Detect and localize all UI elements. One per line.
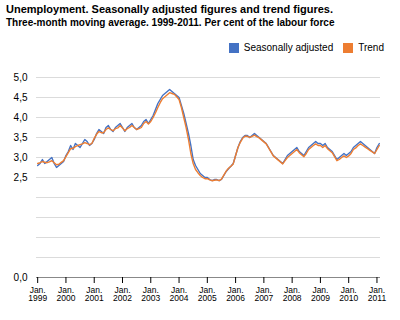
svg-text:Jan.2001: Jan.2001 bbox=[85, 285, 104, 304]
html-text:Three-month moving average. 19: Three-month moving average. 1999-2011. P… bbox=[6, 16, 335, 28]
svg-text:Jan.1999: Jan.1999 bbox=[28, 285, 47, 304]
svg-text:4,0: 4,0 bbox=[14, 112, 28, 123]
html-text:Unemployment. Seasonally adjus: Unemployment. Seasonally adjusted figure… bbox=[6, 3, 333, 15]
svg-text:Jan.2006: Jan.2006 bbox=[226, 285, 245, 304]
svg-text:Jan.2011: Jan.2011 bbox=[368, 285, 387, 304]
svg-text:2,5: 2,5 bbox=[14, 172, 28, 183]
svg-text:Jan.2008: Jan.2008 bbox=[283, 285, 302, 304]
svg-text:4,5: 4,5 bbox=[14, 92, 28, 103]
svg-text:3,5: 3,5 bbox=[14, 132, 28, 143]
svg-text:Jan.2009: Jan.2009 bbox=[311, 285, 330, 304]
svg-text:Jan.2002: Jan.2002 bbox=[113, 285, 132, 304]
svg-text:Jan.2005: Jan.2005 bbox=[198, 285, 217, 304]
svg-text:Jan.2000: Jan.2000 bbox=[56, 285, 75, 304]
svg-text:Jan.2003: Jan.2003 bbox=[141, 285, 160, 304]
html-text:Seasonally adjusted: Seasonally adjusted bbox=[243, 42, 334, 54]
svg-text:3,0: 3,0 bbox=[14, 152, 28, 163]
html-text:Trend: Trend bbox=[358, 42, 384, 54]
svg-text:Jan.2010: Jan.2010 bbox=[339, 285, 358, 304]
svg-text:0,0: 0,0 bbox=[14, 272, 28, 283]
svg-text:5,0: 5,0 bbox=[14, 72, 28, 83]
svg-text:Jan.2007: Jan.2007 bbox=[254, 285, 273, 304]
svg-text:Jan.2004: Jan.2004 bbox=[170, 285, 189, 304]
